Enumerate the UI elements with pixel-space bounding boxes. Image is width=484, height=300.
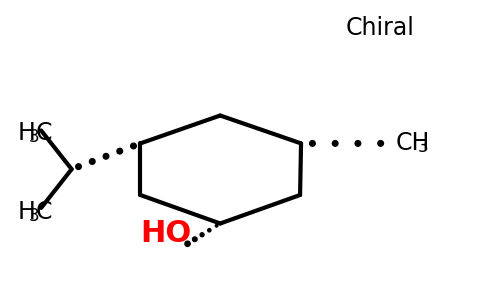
Circle shape [333,141,338,146]
Circle shape [76,164,81,169]
Circle shape [90,159,95,164]
Text: C: C [36,200,52,224]
Text: H: H [18,200,36,224]
Circle shape [355,141,361,146]
Text: HO: HO [140,220,192,248]
Circle shape [200,233,204,237]
Circle shape [215,224,218,227]
Circle shape [310,141,315,146]
Text: H: H [18,121,36,145]
Circle shape [185,241,190,246]
Circle shape [378,141,383,146]
Text: 3: 3 [29,207,40,225]
Text: 3: 3 [29,128,40,146]
Text: C: C [36,121,52,145]
Circle shape [131,143,136,149]
Circle shape [193,237,197,242]
Circle shape [103,154,109,159]
Text: Chiral: Chiral [346,16,414,40]
Circle shape [117,148,122,154]
Circle shape [208,229,211,232]
Text: CH: CH [396,131,430,155]
Text: 3: 3 [418,138,429,156]
